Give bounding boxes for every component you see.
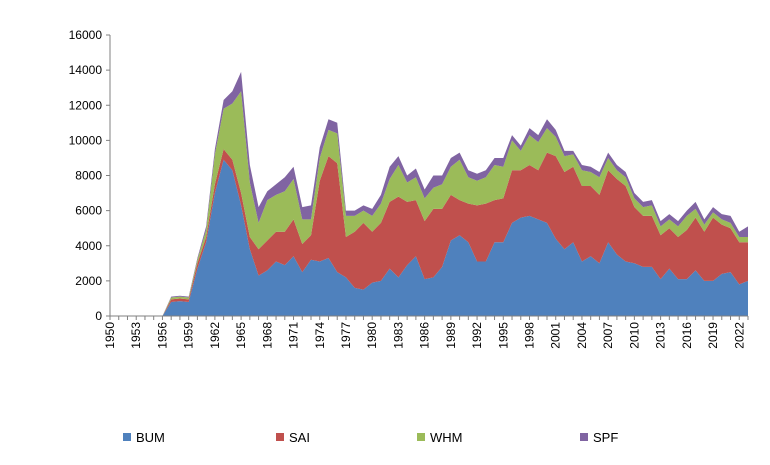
legend-swatch-bum [123, 433, 131, 441]
x-tick-label: 1983 [391, 322, 405, 349]
y-tick-label: 0 [95, 309, 102, 323]
x-tick-label: 1995 [496, 322, 510, 349]
y-tick-label: 4000 [75, 239, 102, 253]
x-tick-label: 1965 [234, 322, 248, 349]
legend-label-spf: SPF [593, 430, 618, 445]
legend-swatch-spf [580, 433, 588, 441]
y-tick-label: 12000 [69, 98, 103, 112]
x-tick-label: 1974 [313, 322, 327, 349]
x-tick-label: 2001 [549, 322, 563, 349]
x-tick-label: 1956 [155, 322, 169, 349]
x-axis-ticks: 1950 1953 1956 1959 1962 1965 1968 1971 1974 1977… [103, 316, 749, 349]
legend-swatch-sai [276, 433, 284, 441]
y-tick-label: 6000 [75, 204, 102, 218]
legend-swatch-whm [417, 433, 425, 441]
x-tick-label: 2022 [732, 322, 746, 349]
x-tick-label: 1986 [418, 322, 432, 349]
x-tick-label: 1959 [182, 322, 196, 349]
x-tick-label: 1950 [103, 322, 117, 349]
x-tick-label: 1989 [444, 322, 458, 349]
series-areas [110, 71, 748, 316]
x-tick-label: 1998 [523, 322, 537, 349]
x-tick-label: 2004 [575, 322, 589, 349]
x-tick-label: 1962 [208, 322, 222, 349]
y-tick-label: 10000 [69, 133, 103, 147]
legend: BUM SAI WHM SPF [123, 430, 618, 445]
legend-label-whm: WHM [430, 430, 463, 445]
y-tick-label: 2000 [75, 274, 102, 288]
x-tick-label: 1992 [470, 322, 484, 349]
series-area-whm [110, 91, 748, 316]
x-tick-label: 1971 [287, 322, 301, 349]
x-tick-label: 1980 [365, 322, 379, 349]
y-axis-ticks: 0 2000 4000 6000 8000 10000 12000 14000 16000 [69, 28, 110, 323]
x-tick-label: 1977 [339, 322, 353, 349]
legend-label-bum: BUM [136, 430, 165, 445]
x-tick-label: 2010 [627, 322, 641, 349]
x-tick-label: 1953 [129, 322, 143, 349]
series-area-bum [110, 159, 748, 316]
series-area-sai [110, 149, 748, 316]
x-tick-label: 2019 [706, 322, 720, 349]
y-tick-label: 8000 [75, 169, 102, 183]
x-tick-label: 1968 [260, 322, 274, 349]
y-tick-label: 14000 [69, 63, 103, 77]
x-tick-label: 2016 [680, 322, 694, 349]
x-tick-label: 2013 [654, 322, 668, 349]
y-tick-label: 16000 [69, 28, 103, 42]
legend-label-sai: SAI [289, 430, 310, 445]
x-tick-label: 2007 [601, 322, 615, 349]
